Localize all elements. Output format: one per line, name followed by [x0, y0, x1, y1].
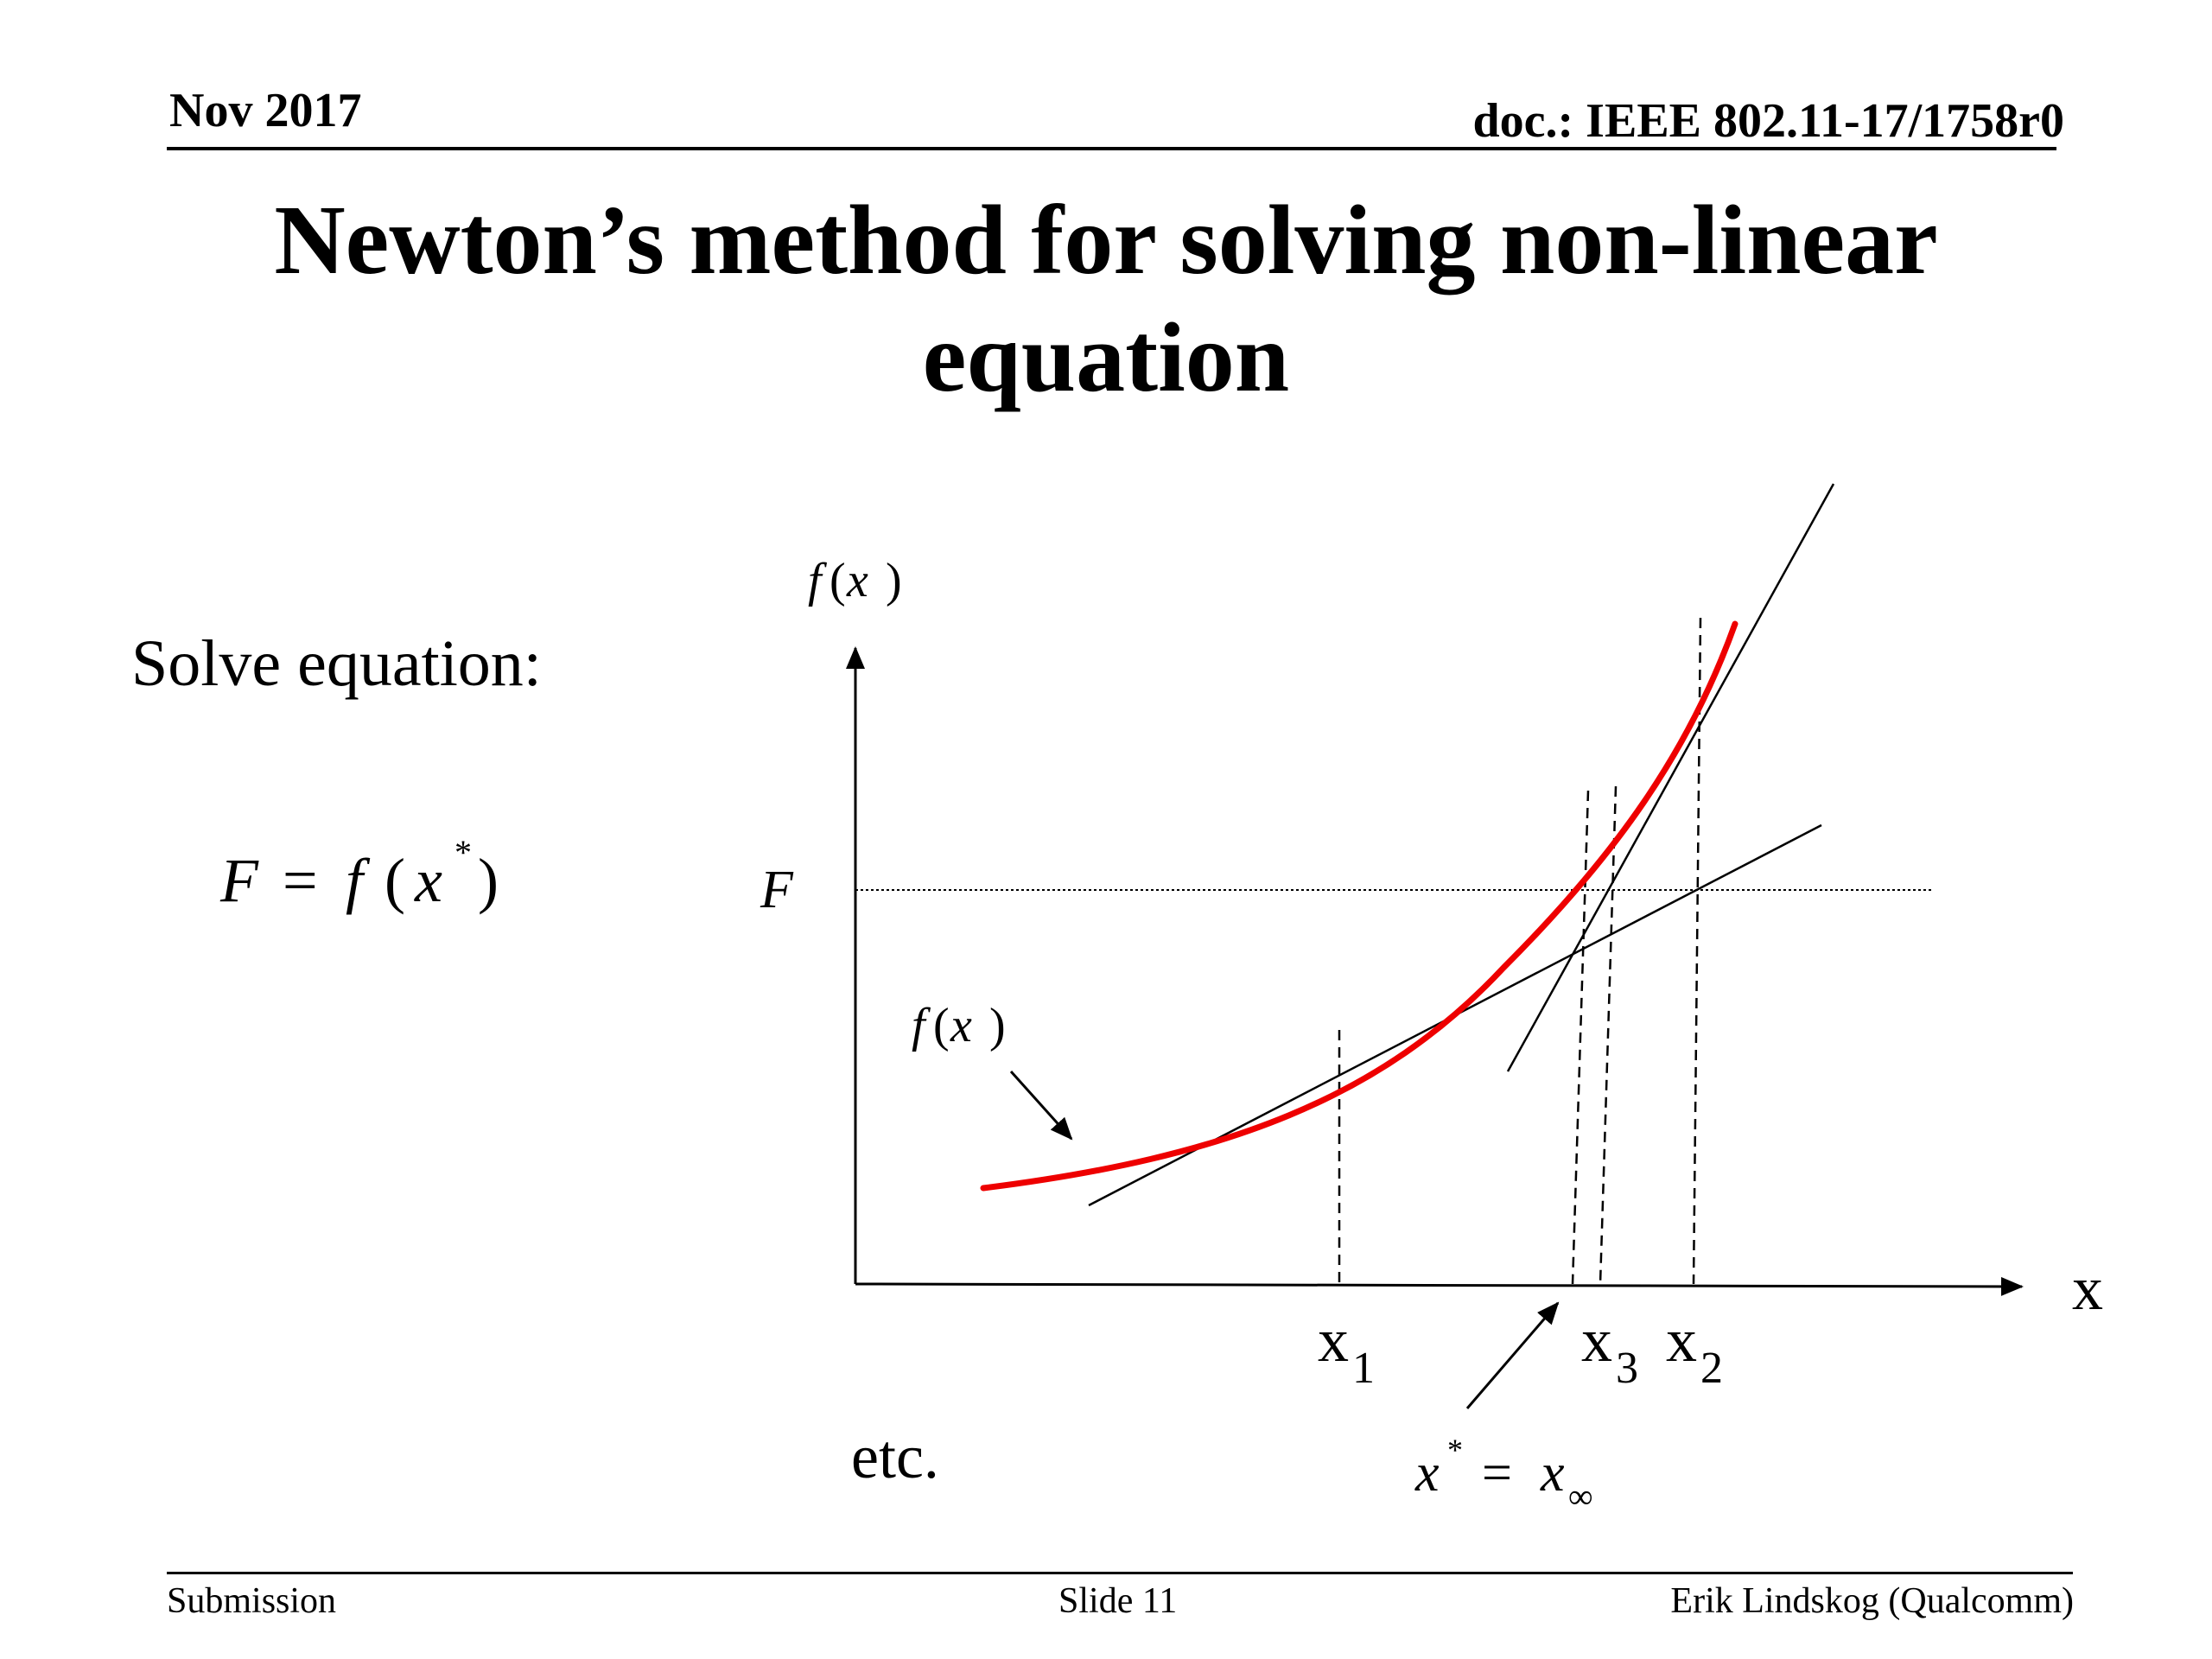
equation-close-paren: )	[478, 846, 499, 915]
iterate-x1-base: x	[1318, 1306, 1349, 1375]
equation-var: x	[414, 846, 442, 915]
curve-label-var: x	[950, 999, 972, 1052]
slide-title-line-1: Newton’s method for solving non-linear	[274, 185, 1938, 295]
curve-label-open-paren: (	[933, 999, 950, 1052]
root-star: *	[1447, 1433, 1463, 1467]
root-var2: x	[1540, 1444, 1565, 1503]
iterate-x2-sub: 2	[1700, 1344, 1723, 1393]
dashed-vertical-root	[1571, 790, 1590, 1285]
root-var: x	[1414, 1444, 1440, 1503]
root-equals: =	[1482, 1444, 1512, 1503]
footer-author: Erik Lindskog (Qualcomm)	[1670, 1581, 2074, 1621]
footer-submission: Submission	[167, 1581, 337, 1621]
slide-title-line-2: equation	[922, 302, 1290, 412]
equation-equals: =	[283, 846, 318, 915]
iterate-x1-sub: 1	[1352, 1344, 1375, 1393]
slide-title: Newton’s method for solving non-linear e…	[0, 181, 2212, 416]
equation-star: *	[454, 833, 472, 872]
y-label-close-paren: )	[886, 554, 902, 607]
y-label-func: f	[808, 554, 828, 607]
y-axis-label: f ( x )	[808, 554, 902, 607]
equation-lhs: F	[219, 846, 259, 915]
curve-label-close-paren: )	[989, 999, 1006, 1052]
header-date: Nov 2017	[169, 84, 362, 137]
function-curve	[980, 620, 1738, 1192]
dashed-vertical-x3	[1599, 785, 1618, 1285]
iterate-x2-base: x	[1666, 1306, 1697, 1375]
curve-label: f ( x )	[912, 999, 1006, 1052]
iterate-x3: x 3	[1581, 1306, 1638, 1393]
root-sub: ∞	[1568, 1477, 1593, 1516]
header-divider	[167, 147, 2056, 150]
curve-label-func: f	[912, 999, 931, 1052]
x-axis	[855, 1276, 2024, 1296]
y-label-open-paren: (	[830, 554, 846, 607]
target-equation: F = f ( x * )	[219, 833, 499, 915]
iterate-x1: x 1	[1318, 1306, 1375, 1393]
equation-open-paren: (	[385, 846, 405, 915]
tangent-line-1	[1088, 823, 1822, 1207]
footer-slide-number: Slide 11	[1058, 1581, 1178, 1621]
etc-label: etc.	[851, 1422, 939, 1491]
x-axis-label: x	[2072, 1254, 2103, 1323]
iterate-x2: x 2	[1666, 1306, 1723, 1393]
footer-divider	[167, 1572, 2073, 1574]
curve-label-arrow	[1009, 1070, 1073, 1141]
dashed-vertical-x2	[1692, 617, 1702, 1285]
f-level-label: F	[760, 861, 794, 919]
root-arrow	[1465, 1301, 1560, 1409]
solve-equation-label: Solve equation:	[131, 627, 542, 700]
iterate-x3-base: x	[1581, 1306, 1612, 1375]
root-label: x * = x ∞	[1414, 1433, 1593, 1516]
y-label-var: x	[846, 554, 868, 607]
header-doc-id: doc.: IEEE 802.11-17/1758r0	[1472, 94, 2064, 148]
equation-func: f	[346, 846, 371, 915]
tangent-line-2	[1506, 483, 1835, 1072]
iterate-x3-sub: 3	[1616, 1344, 1638, 1393]
